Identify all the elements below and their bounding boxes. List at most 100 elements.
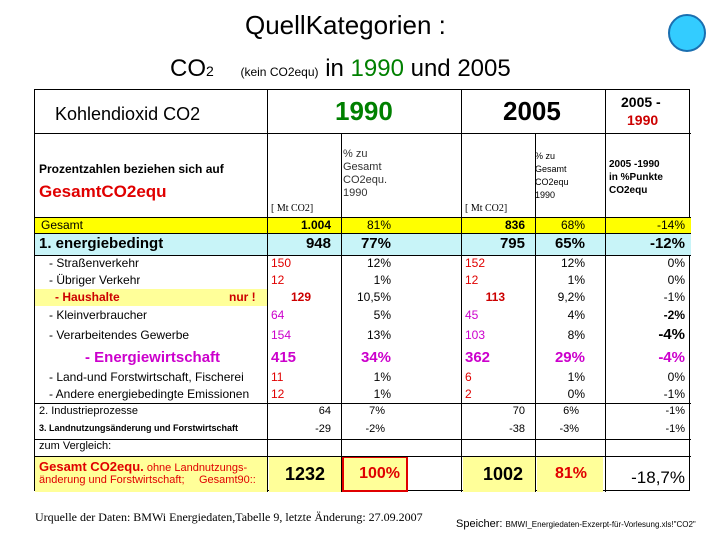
und-2005-title: und 2005 — [410, 55, 511, 82]
data-source-note: Urquelle der Daten: BMWi Energiedaten,Ta… — [35, 510, 423, 524]
row-strassenverkehr-v1990: 150 — [271, 256, 292, 270]
row-gewerbe-p2005: 8% — [567, 328, 585, 342]
row-industrie-diff: -1% — [665, 405, 685, 417]
row-label-uebriger-verkehr: - Übriger Verkehr — [49, 273, 141, 287]
row-gewerbe-v1990: 154 — [271, 328, 292, 342]
row-landwirtschaft-p2005: 1% — [567, 370, 585, 384]
row-landnutzung-diff: -1% — [665, 423, 685, 435]
unit-1990: [ Mt CO2] — [271, 203, 314, 214]
footer-gesamt-label: Gesamt CO2equ. ohne Landnutzungs- — [39, 458, 247, 476]
header-diff-line1: 2005 - — [621, 94, 661, 110]
row-label-gesamt: Gesamt — [41, 218, 84, 232]
navigation-circle-button[interactable] — [668, 14, 706, 52]
storage-path: BMWI_Energiedaten-Exzerpt-für-Vorlesung.… — [505, 520, 696, 529]
table-header-label: Kohlendioxid CO2 — [55, 104, 201, 124]
row-strassenverkehr-p1990: 12% — [366, 256, 391, 270]
footer-line2: änderung und Forstwirtschaft; — [39, 474, 185, 486]
row-haushalte-diff: -1% — [663, 290, 685, 304]
row-label-industrieprozesse: 2. Industrieprozesse — [39, 405, 139, 417]
footer-gesamt90: Gesamt90:: — [199, 474, 256, 486]
row-andere-v1990: 12 — [271, 387, 285, 401]
row-landnutzung-p2005: -3% — [559, 423, 579, 435]
footer-p2005: 81% — [554, 465, 587, 482]
row-energiebedingt-v1990: 948 — [305, 235, 331, 252]
footer-p1990: 100% — [359, 465, 400, 482]
row-haushalte-v1990: 129 — [290, 290, 311, 304]
row-landwirtschaft-v1990: 11 — [271, 370, 284, 384]
row-label-energiewirtschaft: - Energiewirtschaft — [85, 349, 221, 366]
row-energiewirtschaft-p2005: 29% — [554, 349, 585, 366]
row-industrie-v2005: 70 — [512, 405, 525, 417]
diff-header: 2005 -1990 in %Punkte CO2equ — [609, 159, 663, 196]
note-percent: Prozentzahlen beziehen sich auf — [39, 162, 224, 176]
row-energiebedingt-p1990: 77% — [360, 235, 391, 252]
row-andere-p1990: 1% — [373, 387, 391, 401]
kein-co2equ-note: (kein CO2equ) — [240, 65, 319, 79]
row-industrie-p2005: 6% — [563, 405, 579, 417]
emissions-table: Kohlendioxid CO2 1990 2005 2005 - 1990 P… — [34, 89, 691, 492]
row-energiewirtschaft-p1990: 34% — [360, 349, 391, 366]
row-gesamt-diff: -14% — [656, 218, 685, 232]
co2-label: CO — [170, 55, 206, 82]
row-gesamt-p2005: 68% — [560, 218, 585, 232]
row-industrie-p1990: 7% — [369, 405, 385, 417]
row-uebriger-verkehr-diff: 0% — [667, 273, 685, 287]
row-gewerbe-v2005: 103 — [465, 328, 486, 342]
note-gesamtco2equ: GesamtCO2equ — [39, 182, 167, 201]
row-energiebedingt-v2005: 795 — [499, 235, 525, 252]
storage-note: Speicher: BMWI_Energiedaten-Exzerpt-für-… — [456, 518, 696, 530]
row-kleinverbraucher-diff: -2% — [663, 308, 685, 322]
row-kleinverbraucher-p2005: 4% — [567, 308, 585, 322]
row-label-haushalte: - Haushalte — [55, 290, 120, 304]
unit-2005: [ Mt CO2] — [465, 203, 508, 214]
header-year-2005: 2005 — [503, 96, 561, 126]
row-energiebedingt-p2005: 65% — [554, 235, 585, 252]
row-label-landwirtschaft: - Land-und Forstwirtschaft, Fischerei — [49, 370, 244, 384]
row-label-andere-emissionen: - Andere energiebedingte Emissionen — [49, 387, 250, 401]
storage-label: Speicher: — [456, 518, 503, 530]
page-subtitle: CO2 (kein CO2equ) in 1990 und 2005 — [170, 55, 511, 83]
row-uebriger-verkehr-p2005: 1% — [567, 273, 585, 287]
row-landwirtschaft-p1990: 1% — [373, 370, 391, 384]
row-energiewirtschaft-v1990: 415 — [271, 349, 297, 366]
row-energiewirtschaft-diff: -4% — [658, 349, 685, 366]
row-gesamt-v1990: 1.004 — [300, 218, 331, 232]
row-andere-p2005: 0% — [567, 387, 585, 401]
row-landnutzung-v1990: -29 — [315, 423, 331, 435]
row-label-energiebedingt: 1. energiebedingt — [39, 235, 164, 252]
page-title: QuellKategorien : — [245, 10, 446, 40]
year-1990-title: 1990 — [350, 55, 404, 82]
row-energiebedingt-diff: -12% — [649, 235, 685, 252]
footer-diff: -18,7% — [631, 468, 685, 487]
row-uebriger-verkehr-p1990: 1% — [373, 273, 391, 287]
pct-header-2005: % zu Gesamt CO2equ 1990 — [535, 151, 569, 200]
zum-vergleich-label: zum Vergleich: — [39, 440, 112, 452]
row-gewerbe-p1990: 13% — [366, 328, 391, 342]
row-haushalte-p1990: 10,5% — [356, 290, 391, 304]
row-landnutzung-p1990: -2% — [365, 423, 385, 435]
row-label-strassenverkehr: - Straßenverkehr — [49, 256, 140, 270]
row-haushalte-p2005: 9,2% — [557, 290, 585, 304]
row-label-landnutzung: 3. Landnutzungsänderung und Forstwirtsch… — [39, 423, 238, 433]
footer-gesamt-rest: ohne Landnutzungs- — [143, 462, 248, 474]
row-strassenverkehr-v2005: 152 — [465, 256, 486, 270]
row-gesamt-p1990: 81% — [366, 218, 391, 232]
header-diff-line2: 1990 — [627, 112, 659, 128]
pct-header-1990: % zu Gesamt CO2equ. 1990 — [343, 148, 388, 199]
footer-v1990: 1232 — [284, 464, 325, 484]
footer-gesamt-bold: Gesamt CO2equ. — [39, 459, 144, 474]
row-haushalte-nur: nur ! — [229, 290, 256, 304]
row-industrie-v1990: 64 — [318, 405, 331, 417]
row-landnutzung-v2005: -38 — [509, 423, 525, 435]
row-label-kleinverbraucher: - Kleinverbraucher — [49, 308, 148, 322]
row-gewerbe-diff: -4% — [658, 326, 685, 343]
row-landwirtschaft-diff: 0% — [667, 370, 685, 384]
row-haushalte-v2005: 113 — [485, 290, 505, 304]
row-gesamt-v2005: 836 — [504, 218, 525, 232]
row-andere-diff: -1% — [663, 387, 685, 401]
row-kleinverbraucher-p1990: 5% — [373, 308, 391, 322]
row-strassenverkehr-p2005: 12% — [560, 256, 585, 270]
row-label-verarbeitendes-gewerbe: - Verarbeitendes Gewerbe — [49, 328, 190, 342]
in-word: in — [325, 55, 344, 82]
row-kleinverbraucher-v1990: 64 — [271, 308, 285, 322]
